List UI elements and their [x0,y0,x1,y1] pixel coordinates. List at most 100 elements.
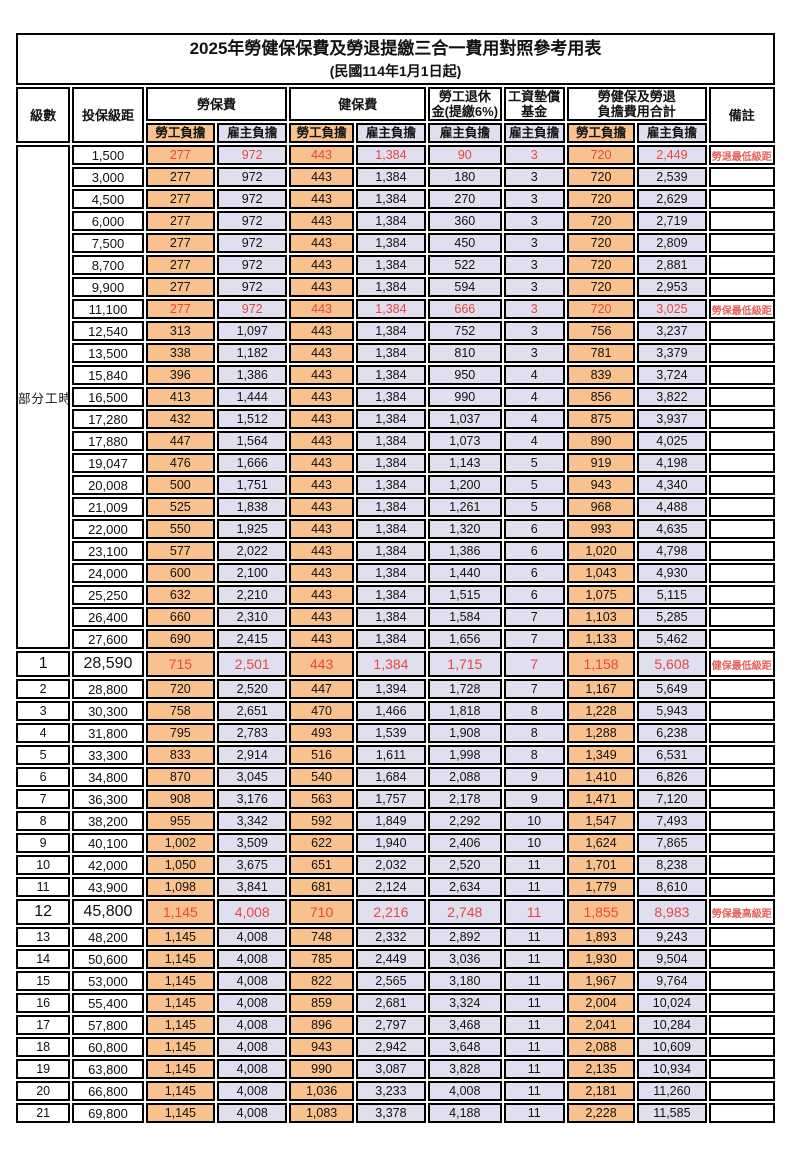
cell-value: 1,384 [355,453,427,473]
cell-value: 3,237 [637,321,707,341]
cell-value: 6 [503,519,565,539]
cell-level: 20 [16,1081,71,1101]
cell-value: 4,008 [217,949,288,969]
cell-value: 7 [503,607,565,627]
cell-remark [708,563,775,583]
cell-value: 681 [289,877,354,897]
cell-value: 1,779 [566,877,636,897]
table-row: 9 40,100 1,002 3,509 622 1,940 2,406 10 1,624 7,8… [16,833,775,853]
cell-value: 1,838 [217,497,288,517]
cell-remark [708,1103,775,1123]
cell-value: 5,285 [637,607,707,627]
cell-value: 8,238 [637,855,707,875]
table-row: 2 28,800 720 2,520 447 1,394 1,728 7 1,167 5,649 [16,679,775,699]
cell-value: 10,609 [637,1037,707,1057]
cell-value: 3 [503,211,565,231]
cell-value: 651 [289,855,354,875]
cell-value: 11 [503,1037,565,1057]
cell-value: 2,881 [637,255,707,275]
cell-value: 443 [289,453,354,473]
cell-value: 540 [289,767,354,787]
table-row: 部分工時 1,500 277 972 443 1,384 90 3 720 2,449 勞退最低級距 [16,145,775,649]
cell-value: 972 [217,145,288,165]
cell-bracket: 57,800 [72,1015,144,1035]
cell-value: 1,384 [355,299,427,319]
table-row: 4,500 277 972 443 1,384 270 3 720 2,629 [16,189,775,209]
cell-value: 1,145 [145,927,216,947]
cell-value: 2,914 [217,745,288,765]
cell-value: 4 [503,431,565,451]
cell-level: 9 [16,833,71,853]
table-row: 11 43,900 1,098 3,841 681 2,124 2,634 11 1,779 8,… [16,877,775,897]
cell-value: 972 [217,277,288,297]
cell-bracket: 69,800 [72,1103,144,1123]
cell-value: 1,384 [355,387,427,407]
cell-bracket: 53,000 [72,971,144,991]
cell-value: 1,684 [355,767,427,787]
cell-value: 11 [503,877,565,897]
cell-value: 600 [145,563,216,583]
cell-value: 1,384 [355,563,427,583]
cell-level: 11 [16,877,71,897]
cell-remark [708,167,775,187]
cell-value: 5 [503,453,565,473]
cell-value: 90 [428,145,502,165]
cell-value: 1,073 [428,431,502,451]
cell-bracket: 13,500 [72,343,144,363]
cell-bracket: 45,800 [72,899,144,925]
cell-value: 2,292 [428,811,502,831]
table-row: 17,280 432 1,512 443 1,384 1,037 4 875 3,937 [16,409,775,429]
cell-value: 1,701 [566,855,636,875]
cell-value: 516 [289,745,354,765]
cell-value: 2,892 [428,927,502,947]
cell-value: 1,320 [428,519,502,539]
cell-value: 1,715 [428,651,502,677]
cell-value: 950 [428,365,502,385]
cell-value: 4,025 [637,431,707,451]
cell-value: 4 [503,387,565,407]
cell-value: 2,651 [217,701,288,721]
cell-value: 1,384 [355,409,427,429]
subheader-employer-burden: 雇主負擔 [637,123,707,143]
cell-value: 990 [289,1059,354,1079]
cell-value: 2,719 [637,211,707,231]
cell-value: 1,043 [566,563,636,583]
cell-value: 10 [503,811,565,831]
cell-value: 443 [289,497,354,517]
cell-remark [708,277,775,297]
subheader-employer-burden: 雇主負擔 [428,123,502,143]
cell-value: 1,849 [355,811,427,831]
cell-value: 890 [566,431,636,451]
cell-value: 632 [145,585,216,605]
cell-value: 1,145 [145,971,216,991]
cell-remark [708,811,775,831]
cell-value: 5,462 [637,629,707,649]
cell-value: 1,940 [355,833,427,853]
cell-value: 4,008 [217,1103,288,1123]
cell-remark [708,1081,775,1101]
subheader-worker-burden: 勞工負擔 [145,123,216,143]
cell-value: 4,635 [637,519,707,539]
cell-value: 1,384 [355,233,427,253]
cell-value: 2,520 [428,855,502,875]
cell-value: 1,539 [355,723,427,743]
cell-value: 3 [503,189,565,209]
cell-value: 4,188 [428,1103,502,1123]
cell-bracket: 34,800 [72,767,144,787]
cell-bracket: 21,009 [72,497,144,517]
cell-value: 1,386 [428,541,502,561]
cell-value: 2,088 [428,767,502,787]
table-row: 3,000 277 972 443 1,384 180 3 720 2,539 [16,167,775,187]
cell-value: 1,384 [355,607,427,627]
cell-value: 10,284 [637,1015,707,1035]
fee-reference-table: 2025年勞健保保費及勞退提繳三合一費用對照參考用表 (民國114年1月1日起)… [14,31,777,1125]
cell-value: 1,925 [217,519,288,539]
cell-value: 500 [145,475,216,495]
cell-value: 720 [566,145,636,165]
cell-value: 3,822 [637,387,707,407]
cell-value: 795 [145,723,216,743]
cell-value: 4,008 [217,1059,288,1079]
cell-value: 3,025 [637,299,707,319]
cell-value: 10 [503,833,565,853]
cell-bracket: 50,600 [72,949,144,969]
